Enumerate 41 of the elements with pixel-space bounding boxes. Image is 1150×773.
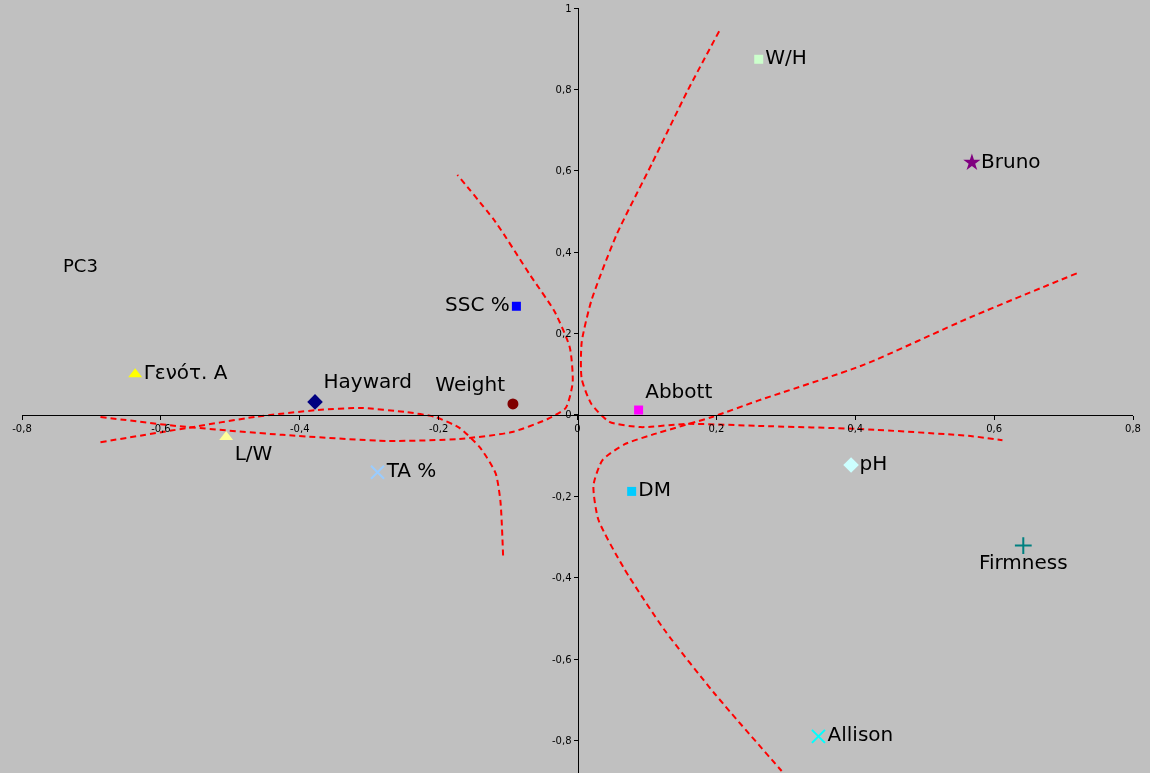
x-tick-label: -0,8 [12, 422, 32, 434]
series-label: Hayward [323, 369, 412, 394]
y-tick-label: -0,6 [551, 653, 572, 665]
y-tick-label: 0,8 [555, 83, 572, 95]
point [511, 301, 521, 311]
y-tick-label: 0,6 [555, 165, 572, 177]
point [634, 405, 644, 415]
series-label: Abbott [645, 379, 713, 404]
series-label: Firmness [978, 550, 1068, 575]
x-tick-label: -0,6 [151, 422, 171, 434]
point [307, 394, 323, 410]
series-label: Γενότ. Α [143, 360, 228, 385]
point [810, 728, 826, 744]
series-label: W/H [765, 45, 807, 70]
x-tick-label: -0,4 [289, 422, 310, 434]
y-tick-label: 0,4 [555, 246, 572, 258]
series-label: Weight [435, 372, 506, 397]
series-label: DM [638, 477, 671, 502]
y-tick-label: 0,2 [555, 328, 572, 340]
y-tick-label: -0,8 [551, 734, 572, 746]
x-tick-label: -0,2 [428, 422, 449, 434]
y-tick-label: 1 [565, 2, 572, 14]
series-label: Bruno [981, 148, 1041, 173]
point [963, 153, 981, 170]
series-label: Allison [827, 722, 894, 747]
point [843, 457, 859, 473]
point [627, 486, 637, 496]
x-tick-label: 0,6 [986, 422, 1003, 434]
series-label: pH [859, 450, 888, 475]
y-tick-label: -0,4 [551, 572, 572, 584]
point [507, 398, 519, 410]
x-tick-label: 0,2 [708, 422, 725, 434]
series-label: TA % [385, 458, 437, 483]
point [754, 54, 764, 64]
point [370, 464, 386, 480]
point [1013, 536, 1033, 555]
y-axis-title: PC3 [63, 255, 98, 276]
series-label: SSC % [445, 292, 510, 317]
x-tick-label: 0,8 [1125, 422, 1141, 434]
series-label: L/W [234, 441, 273, 466]
y-tick-label: -0,2 [551, 490, 572, 502]
